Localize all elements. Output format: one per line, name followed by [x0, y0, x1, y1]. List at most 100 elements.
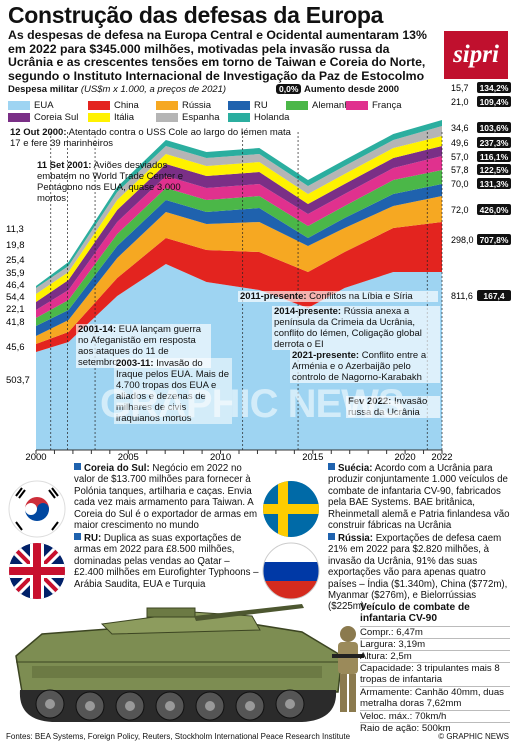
sipri-logo: sipri [444, 31, 508, 79]
legend-item-4: Alemanha [286, 100, 355, 111]
annotation-text: EUA lançam guerra no Afeganistão em resp… [78, 324, 202, 368]
graphic-news-watermark: GRAPHIC NEWS [100, 382, 405, 426]
annotation-label: 2003-11: [116, 358, 154, 369]
x-tick-label: 2000 [25, 452, 46, 463]
legend-item-5: França [346, 100, 402, 111]
x-tick-label: 2005 [118, 452, 139, 463]
value-label-2000: 11,3 [6, 224, 24, 235]
increase-badge-label: 116,1% [480, 152, 509, 162]
annotation-text: Invasão do Iraque pelos EUA. Mais de 4.7… [116, 358, 230, 424]
legend-swatch [286, 101, 308, 110]
value-label-2022: 72,0 [451, 205, 469, 215]
legend-increase-key: 0,0% Aumento desde 2000 [276, 84, 399, 95]
area-holanda [36, 120, 442, 288]
legend-label: Espanha [182, 112, 220, 123]
increase-badge [477, 96, 511, 107]
legend-item-7: Itália [88, 112, 134, 123]
profile-country: RU: [84, 533, 102, 544]
profile-text: Acordo com a Ucrânia para produzir conju… [328, 463, 510, 532]
vehicle-spec: Altura: 2,5m [360, 650, 510, 662]
annotation-4: 2011-presente: Conflitos na Líbia e Síri… [238, 291, 438, 302]
country-profiles: Coreia do Sul: Negócio em 2022 no valor … [0, 452, 515, 744]
annotation-label: Fev 2022: [348, 396, 392, 407]
legend-label: França [372, 100, 402, 111]
increase-badge-label: 109,4% [480, 97, 509, 107]
profile-text: Negócio em 2022 no valor de $13.700 milh… [74, 463, 258, 532]
credit-footer: © GRAPHIC NEWS [438, 732, 509, 741]
annotation-text: Invasão russa da Ucrânia [348, 396, 428, 418]
right-value-labels: 15,7 134,2% 21,0 109,4% 34,6 103,6% 49,6 237,3%… [451, 82, 511, 301]
annotation-label: 11 Set 2001: [37, 160, 92, 171]
value-label-2022: 49,6 [451, 138, 469, 148]
profile-sweden: Suécia: Acordo com a Ucrânia para produz… [328, 463, 510, 531]
annotation-text: Conflito entre a Arménia e o Azerbaijão … [292, 350, 427, 383]
value-label-2022: 57,8 [451, 165, 469, 175]
annotation-0: 12 Out 2000: Atentado contra o USS Cole … [8, 127, 298, 149]
legend-item-1: China [88, 100, 139, 111]
value-label-2000: 35,9 [6, 268, 25, 279]
profile-country: Coreia do Sul: [84, 463, 150, 474]
legend-label: Itália [114, 112, 135, 123]
left-value-labels: 11,3 19,8 25,4 35,946,454,422,1 41,8 45,6 503,… [6, 224, 30, 386]
vehicle-spec: Compr.: 6,47m [360, 626, 510, 638]
increase-badge [477, 82, 511, 93]
profile-russia: Rússia: Exportações de defesa caem 21% e… [328, 533, 510, 613]
value-label-2000: 45,6 [6, 342, 25, 353]
value-label-2022: 34,6 [451, 123, 469, 133]
increase-badge [477, 178, 511, 189]
legend-item-3: RU [228, 100, 268, 111]
area-alemanha [36, 170, 442, 326]
x-axis: 2000 2005 2010 2015 2020 2022 [25, 132, 453, 463]
legend-swatch [8, 113, 30, 122]
legend-pct-label: Aumento desde 2000 [304, 84, 400, 95]
vehicle-spec: Veloc. máx.: 70km/h [360, 710, 510, 722]
legend-pct-badge: 0,0% [276, 84, 302, 94]
increase-badge-label: 237,3% [480, 138, 509, 148]
legend-title-bold: Despesa militar [8, 84, 79, 95]
intro-text: As despesas de defesa na Europa Central … [8, 28, 427, 83]
annotation-3: 2003-11: Invasão do Iraque pelos EUA. Ma… [114, 358, 232, 424]
increase-badge-label: 103,6% [480, 123, 509, 133]
annotation-text: Atentado contra o USS Cole ao largo do I… [10, 127, 291, 149]
legend-swatch [156, 101, 178, 110]
profile-south-korea: Coreia do Sul: Negócio em 2022 no valor … [74, 463, 260, 531]
area-coreia-sul [36, 146, 442, 310]
annotation-label: 2021-presente: [292, 350, 360, 361]
annotation-label: 2014-presente: [274, 306, 342, 317]
x-tick-label: 2010 [210, 452, 231, 463]
area-itália [36, 136, 442, 302]
x-tick-label: 2020 [395, 452, 416, 463]
stacked-area-chart: 2000 2005 2010 2015 2020 2022 11,3 19,8 25,4 35,… [6, 82, 511, 463]
soldier-illustration [332, 626, 364, 712]
value-label-2022: 811,6 [451, 291, 473, 301]
legend-item-6: Coreia Sul [8, 112, 78, 123]
increase-badge-label: 122,5% [480, 165, 509, 175]
area-espanha [36, 126, 442, 294]
legend-item-2: Rússia [156, 100, 211, 111]
annotation-7: Fev 2022: Invasão russa da Ucrânia [346, 396, 440, 418]
russia-flag-icon [262, 542, 320, 600]
increase-badge [477, 234, 511, 245]
legend-swatch [228, 101, 250, 110]
area-ru [36, 184, 442, 336]
increase-badge-label: 134,2% [480, 83, 509, 93]
legend-label: Holanda [254, 112, 290, 123]
annotation-5: 2014-presente: Rússia anexa a península … [272, 306, 440, 350]
annotation-1: 11 Set 2001: Aviões desviados embatem no… [35, 160, 195, 204]
page-title: Construção das defesas da Europa [8, 2, 384, 28]
x-tick-label: 2015 [302, 452, 323, 463]
increase-badge [477, 137, 511, 148]
annotation-label: 2011-presente: [240, 291, 307, 302]
increase-badge [477, 122, 511, 133]
annotation-text: Conflitos na Líbia e Síria [306, 291, 413, 302]
value-label-2022: 15,7 [451, 83, 469, 93]
value-label-2022: 21,0 [451, 97, 469, 107]
profile-text: Duplica as suas exportações de armas em … [74, 533, 259, 590]
annotation-label: 12 Out 2000: [10, 127, 67, 138]
legend-item-8: Espanha [156, 112, 220, 123]
south-korea-flag-icon [8, 480, 66, 538]
value-label-2022: 70,0 [451, 179, 469, 189]
legend-swatch [156, 113, 178, 122]
increase-badge [477, 204, 511, 215]
annotation-text: Rússia anexa a península da Crimeia da U… [274, 306, 422, 350]
